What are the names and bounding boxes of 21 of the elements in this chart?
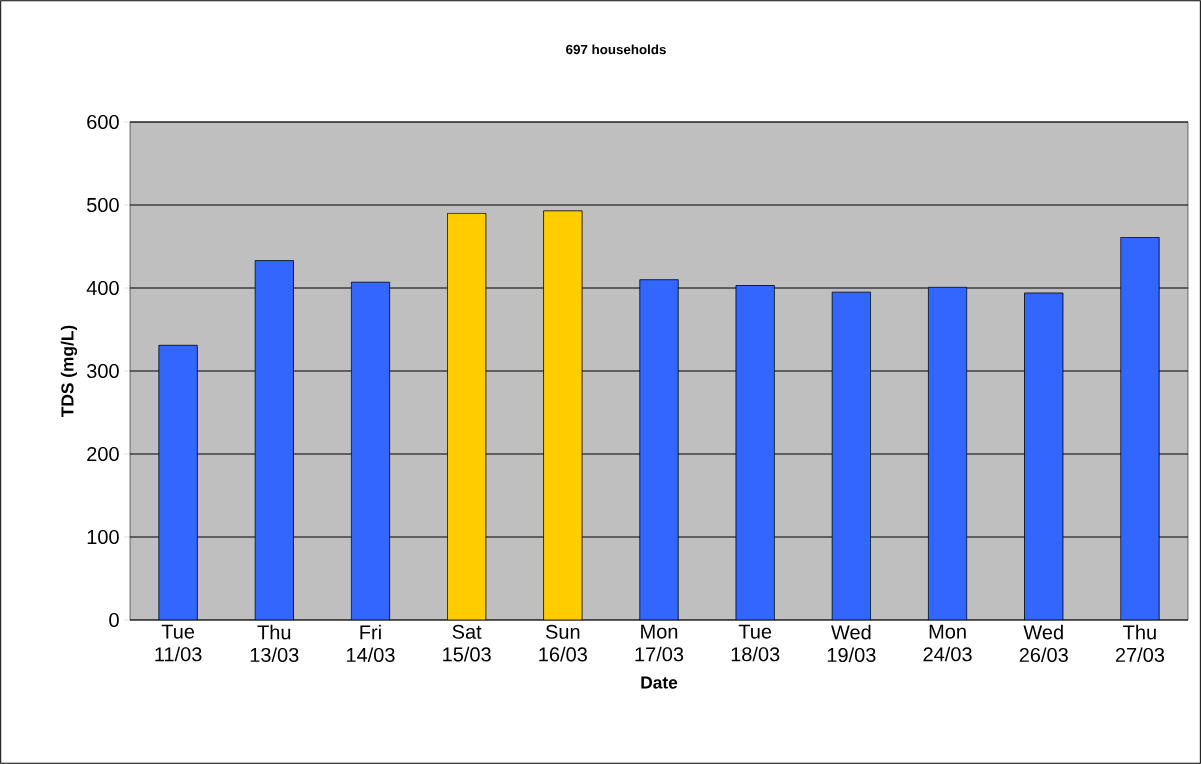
x-tick-label: Wed 19/03 (827, 624, 876, 663)
y-tick-label: 0 (109, 612, 119, 628)
x-tick-label: Thu 27/03 (1115, 624, 1165, 663)
y-tick-label: 400 (86, 280, 119, 296)
y-axis-title: TDS (mg/L) (60, 325, 78, 418)
y-tick-label: 200 (87, 446, 119, 462)
x-tick-label: Tue 18/03 (731, 624, 780, 662)
x-tick-label: Tue 11/03 (155, 624, 202, 662)
x-tick-label: Fri 14/03 (346, 624, 395, 663)
x-tick-label: Thu 13/03 (250, 624, 299, 663)
x-axis-title: Date (641, 676, 678, 689)
y-tick-label: 100 (87, 529, 119, 545)
x-tick-label: Mon 24/03 (923, 624, 972, 662)
x-tick-label: Sun 16/03 (539, 624, 587, 662)
x-tick-label: Mon 17/03 (635, 624, 684, 662)
chart-title: 697 households (566, 44, 666, 55)
y-tick-label: 600 (87, 114, 119, 130)
y-tick-label: 300 (86, 363, 119, 379)
x-tick-label: Wed 26/03 (1019, 624, 1068, 663)
y-tick-label: 500 (87, 197, 119, 213)
x-tick-label: Sat 15/03 (443, 624, 491, 662)
